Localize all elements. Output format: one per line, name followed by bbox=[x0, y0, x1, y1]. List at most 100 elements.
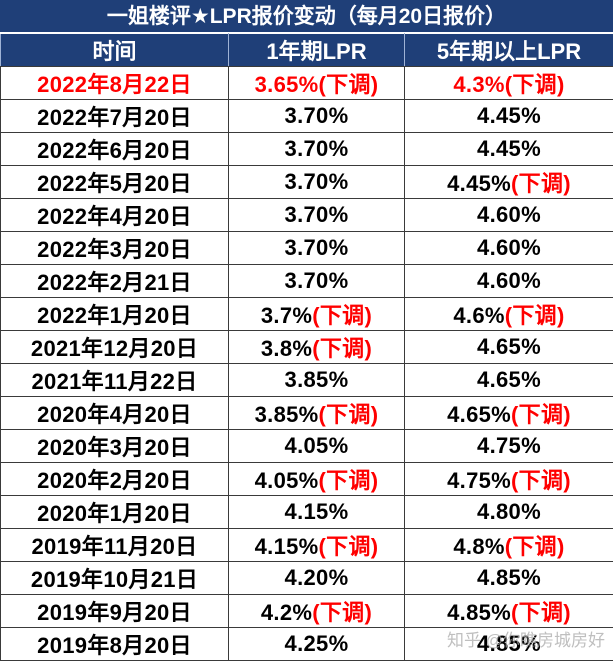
table-row: 2022年8月22日 3.65%(下调) 4.3%(下调) bbox=[0, 66, 613, 100]
lpr-1y-value: 4.15% bbox=[284, 499, 349, 524]
lpr-5y-value: 4.65% bbox=[477, 367, 541, 392]
date-text: 2022年1月20日 bbox=[37, 303, 192, 328]
table-row: 2022年4月20日 3.70% 4.60% bbox=[0, 198, 613, 232]
header-5y-lpr: 5年期以上LPR bbox=[404, 33, 613, 67]
table-row: 2022年3月20日 3.70% 4.60% bbox=[0, 231, 613, 265]
lpr-1y-cell: 3.8%(下调) bbox=[228, 330, 405, 364]
lpr-5y-cell: 4.8%(下调) bbox=[404, 528, 613, 562]
date-cell: 2019年8月20日 bbox=[0, 627, 229, 661]
lpr-5y-value: 4.75% bbox=[477, 433, 541, 458]
lpr-5y-value: 4.85% bbox=[477, 565, 541, 590]
date-cell: 2022年6月20日 bbox=[0, 132, 229, 166]
lpr-5y-value: 4.60% bbox=[477, 235, 541, 260]
lpr-5y-value: 4.65% bbox=[477, 334, 541, 359]
date-cell: 2022年8月22日 bbox=[0, 66, 229, 100]
lpr-1y-value: 3.70% bbox=[284, 202, 349, 227]
table-row: 2022年6月20日 3.70% 4.45% bbox=[0, 132, 613, 166]
lpr-1y-value: 4.05% bbox=[254, 468, 319, 493]
lpr-1y-change-note: (下调) bbox=[318, 72, 379, 97]
lpr-1y-value: 3.8% bbox=[260, 336, 313, 361]
lpr-5y-value: 4.75% bbox=[447, 468, 512, 493]
date-text: 2022年5月20日 bbox=[37, 171, 192, 196]
lpr-1y-value: 4.2% bbox=[260, 600, 313, 625]
lpr-5y-cell: 4.65%(下调) bbox=[404, 396, 613, 430]
lpr-1y-change-note: (下调) bbox=[312, 336, 373, 361]
lpr-5y-cell: 4.45% bbox=[404, 99, 613, 133]
date-cell: 2021年11月22日 bbox=[0, 363, 229, 397]
date-cell: 2022年2月21日 bbox=[0, 264, 229, 298]
lpr-5y-cell: 4.60% bbox=[404, 264, 613, 298]
lpr-1y-cell: 3.85%(下调) bbox=[228, 396, 405, 430]
lpr-1y-change-note: (下调) bbox=[312, 303, 373, 328]
table-row: 2019年8月20日 4.25% 4.85% bbox=[0, 627, 613, 661]
table-row: 2022年2月21日 3.70% 4.60% bbox=[0, 264, 613, 298]
table-row: 2022年1月20日 3.7%(下调) 4.6%(下调) bbox=[0, 297, 613, 331]
date-cell: 2020年1月20日 bbox=[0, 495, 229, 529]
date-text: 2022年4月20日 bbox=[37, 204, 192, 229]
date-cell: 2020年3月20日 bbox=[0, 429, 229, 463]
lpr-1y-cell: 3.85% bbox=[228, 363, 405, 397]
date-text: 2021年12月20日 bbox=[30, 336, 199, 361]
header-row: 时间 1年期LPR 5年期以上LPR bbox=[0, 33, 613, 67]
header-date: 时间 bbox=[0, 33, 229, 67]
lpr-5y-value: 4.60% bbox=[477, 268, 541, 293]
lpr-1y-value: 3.85% bbox=[254, 402, 319, 427]
lpr-1y-value: 4.05% bbox=[284, 433, 349, 458]
lpr-1y-cell: 3.65%(下调) bbox=[228, 66, 405, 100]
lpr-1y-cell: 3.70% bbox=[228, 231, 405, 265]
table-row: 2020年2月20日 4.05%(下调) 4.75%(下调) bbox=[0, 462, 613, 496]
lpr-1y-cell: 4.2%(下调) bbox=[228, 594, 405, 628]
lpr-1y-value: 4.25% bbox=[284, 631, 349, 656]
lpr-1y-change-note: (下调) bbox=[318, 468, 379, 493]
lpr-5y-cell: 4.85%(下调) bbox=[404, 594, 613, 628]
date-cell: 2019年10月21日 bbox=[0, 561, 229, 595]
lpr-1y-value: 3.70% bbox=[284, 235, 349, 260]
header-1y-lpr: 1年期LPR bbox=[228, 33, 405, 67]
lpr-5y-value: 4.85% bbox=[447, 600, 512, 625]
lpr-1y-cell: 4.05% bbox=[228, 429, 405, 463]
lpr-1y-cell: 3.70% bbox=[228, 264, 405, 298]
date-cell: 2020年4月20日 bbox=[0, 396, 229, 430]
lpr-5y-change-note: (下调) bbox=[511, 468, 571, 493]
lpr-5y-change-note: (下调) bbox=[504, 303, 565, 328]
lpr-1y-value: 3.65% bbox=[254, 72, 319, 97]
lpr-5y-cell: 4.65% bbox=[404, 363, 613, 397]
table-row: 2021年11月22日 3.85% 4.65% bbox=[0, 363, 613, 397]
date-text: 2020年2月20日 bbox=[37, 468, 192, 493]
lpr-5y-change-note: (下调) bbox=[504, 534, 565, 559]
date-text: 2022年8月22日 bbox=[37, 72, 192, 97]
lpr-5y-value: 4.80% bbox=[477, 499, 541, 524]
table-row: 2019年10月21日 4.20% 4.85% bbox=[0, 561, 613, 595]
table-row: 2020年4月20日 3.85%(下调) 4.65%(下调) bbox=[0, 396, 613, 430]
table-row: 2020年3月20日 4.05% 4.75% bbox=[0, 429, 613, 463]
lpr-5y-value: 4.65% bbox=[447, 402, 512, 427]
date-text: 2019年10月21日 bbox=[30, 567, 199, 592]
lpr-5y-cell: 4.60% bbox=[404, 198, 613, 232]
lpr-1y-cell: 4.15% bbox=[228, 495, 405, 529]
date-text: 2019年9月20日 bbox=[37, 600, 192, 625]
lpr-5y-value: 4.8% bbox=[453, 534, 505, 559]
lpr-5y-cell: 4.60% bbox=[404, 231, 613, 265]
table-row: 2022年7月20日 3.70% 4.45% bbox=[0, 99, 613, 133]
lpr-5y-cell: 4.6%(下调) bbox=[404, 297, 613, 331]
lpr-5y-cell: 4.3%(下调) bbox=[404, 66, 613, 100]
date-cell: 2022年5月20日 bbox=[0, 165, 229, 199]
lpr-5y-cell: 4.65% bbox=[404, 330, 613, 364]
lpr-5y-cell: 4.45% bbox=[404, 132, 613, 166]
date-cell: 2022年7月20日 bbox=[0, 99, 229, 133]
lpr-1y-value: 3.85% bbox=[284, 367, 349, 392]
table-row: 2019年9月20日 4.2%(下调) 4.85%(下调) bbox=[0, 594, 613, 628]
date-text: 2022年3月20日 bbox=[37, 237, 192, 262]
date-cell: 2022年1月20日 bbox=[0, 297, 229, 331]
date-cell: 2022年3月20日 bbox=[0, 231, 229, 265]
lpr-1y-cell: 3.70% bbox=[228, 99, 405, 133]
date-cell: 2019年11月20日 bbox=[0, 528, 229, 562]
lpr-5y-change-note: (下调) bbox=[511, 402, 571, 427]
date-text: 2019年11月20日 bbox=[31, 534, 198, 559]
date-text: 2022年2月21日 bbox=[37, 270, 192, 295]
table-row: 2020年1月20日 4.15% 4.80% bbox=[0, 495, 613, 529]
lpr-table: 时间 1年期LPR 5年期以上LPR 2022年8月22日 3.65%(下调) 4.… bbox=[0, 33, 613, 661]
table-title: 一姐楼评★LPR报价变动（每月20日报价） bbox=[0, 0, 613, 33]
lpr-5y-change-note: (下调) bbox=[504, 72, 565, 97]
